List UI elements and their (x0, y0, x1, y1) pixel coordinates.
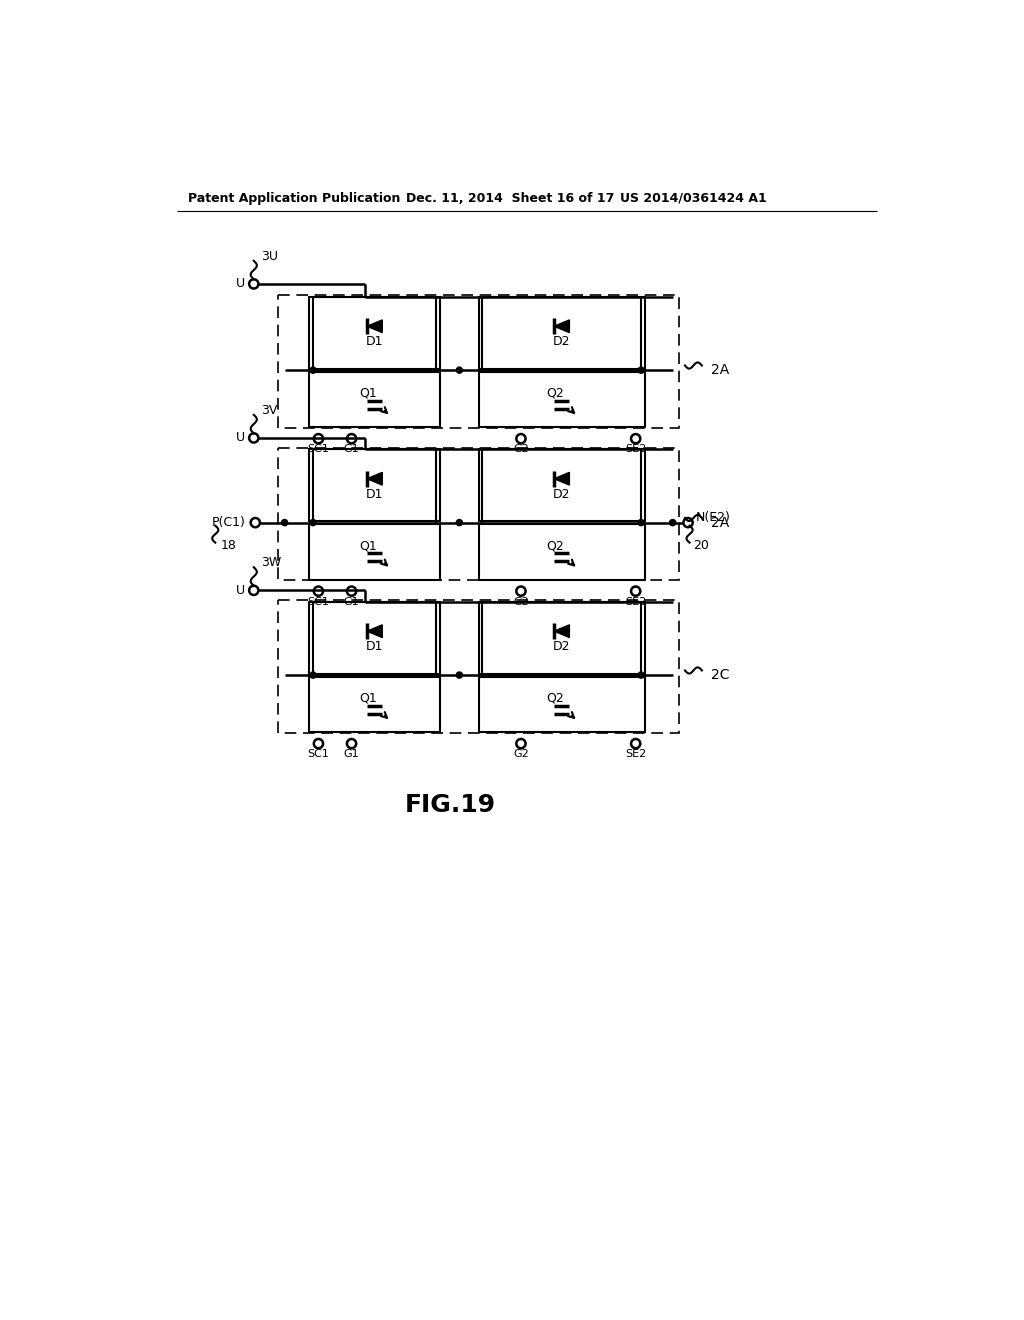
Circle shape (670, 520, 676, 525)
Text: 2A: 2A (711, 516, 729, 529)
Bar (279, 296, 679, 428)
Text: SC1: SC1 (307, 597, 330, 607)
Bar (309, 372, 440, 428)
Text: Patent Application Publication: Patent Application Publication (188, 191, 400, 205)
Bar (309, 449, 440, 521)
Bar (309, 602, 440, 673)
Text: G2: G2 (513, 445, 528, 454)
Text: U: U (236, 583, 245, 597)
Polygon shape (367, 624, 382, 638)
Bar (478, 449, 645, 521)
Text: D1: D1 (366, 335, 383, 348)
Polygon shape (367, 319, 382, 333)
Text: Q2: Q2 (547, 539, 564, 552)
Bar (279, 601, 679, 733)
Text: G1: G1 (344, 445, 359, 454)
Text: Q2: Q2 (547, 692, 564, 705)
Text: SE2: SE2 (625, 597, 646, 607)
Polygon shape (554, 473, 569, 484)
Polygon shape (554, 624, 569, 638)
Text: Q2: Q2 (547, 387, 564, 400)
Text: FIG.19: FIG.19 (404, 793, 496, 817)
Text: SC1: SC1 (307, 750, 330, 759)
Circle shape (310, 367, 316, 374)
Text: SE2: SE2 (625, 445, 646, 454)
Bar (478, 677, 645, 733)
Text: U: U (236, 277, 245, 290)
Bar (279, 447, 679, 581)
Text: G2: G2 (513, 597, 528, 607)
Text: Q1: Q1 (359, 539, 378, 552)
Text: G1: G1 (344, 750, 359, 759)
Text: D2: D2 (553, 640, 570, 653)
Text: D2: D2 (553, 487, 570, 500)
Text: Q1: Q1 (359, 692, 378, 705)
Circle shape (457, 672, 463, 678)
Text: Dec. 11, 2014  Sheet 16 of 17: Dec. 11, 2014 Sheet 16 of 17 (407, 191, 614, 205)
Bar (309, 677, 440, 733)
Bar (478, 524, 645, 579)
Circle shape (638, 672, 644, 678)
Circle shape (310, 672, 316, 678)
Circle shape (638, 520, 644, 525)
Circle shape (638, 367, 644, 374)
Text: D1: D1 (366, 640, 383, 653)
Circle shape (310, 520, 316, 525)
Text: G2: G2 (513, 750, 528, 759)
Text: SE2: SE2 (625, 750, 646, 759)
Text: SC1: SC1 (307, 445, 330, 454)
Circle shape (457, 367, 463, 374)
Text: 18: 18 (220, 539, 237, 552)
Text: P(C1): P(C1) (212, 516, 246, 529)
Text: D1: D1 (366, 487, 383, 500)
Bar (309, 524, 440, 579)
Bar (478, 372, 645, 428)
Bar (478, 297, 645, 368)
Text: U: U (236, 432, 245, 445)
Text: 3V: 3V (261, 404, 278, 417)
Text: 2A: 2A (711, 363, 729, 378)
Text: 3U: 3U (261, 249, 279, 263)
Circle shape (457, 520, 463, 525)
Text: 3W: 3W (261, 556, 282, 569)
Polygon shape (554, 319, 569, 333)
Text: D2: D2 (553, 335, 570, 348)
Text: G1: G1 (344, 597, 359, 607)
Text: US 2014/0361424 A1: US 2014/0361424 A1 (620, 191, 766, 205)
Text: 2C: 2C (711, 668, 730, 682)
Text: N(E2): N(E2) (695, 511, 730, 524)
Text: 20: 20 (692, 539, 709, 552)
Polygon shape (367, 473, 382, 484)
Bar (478, 602, 645, 673)
Circle shape (282, 520, 288, 525)
Text: Q1: Q1 (359, 387, 378, 400)
Bar (309, 297, 440, 368)
